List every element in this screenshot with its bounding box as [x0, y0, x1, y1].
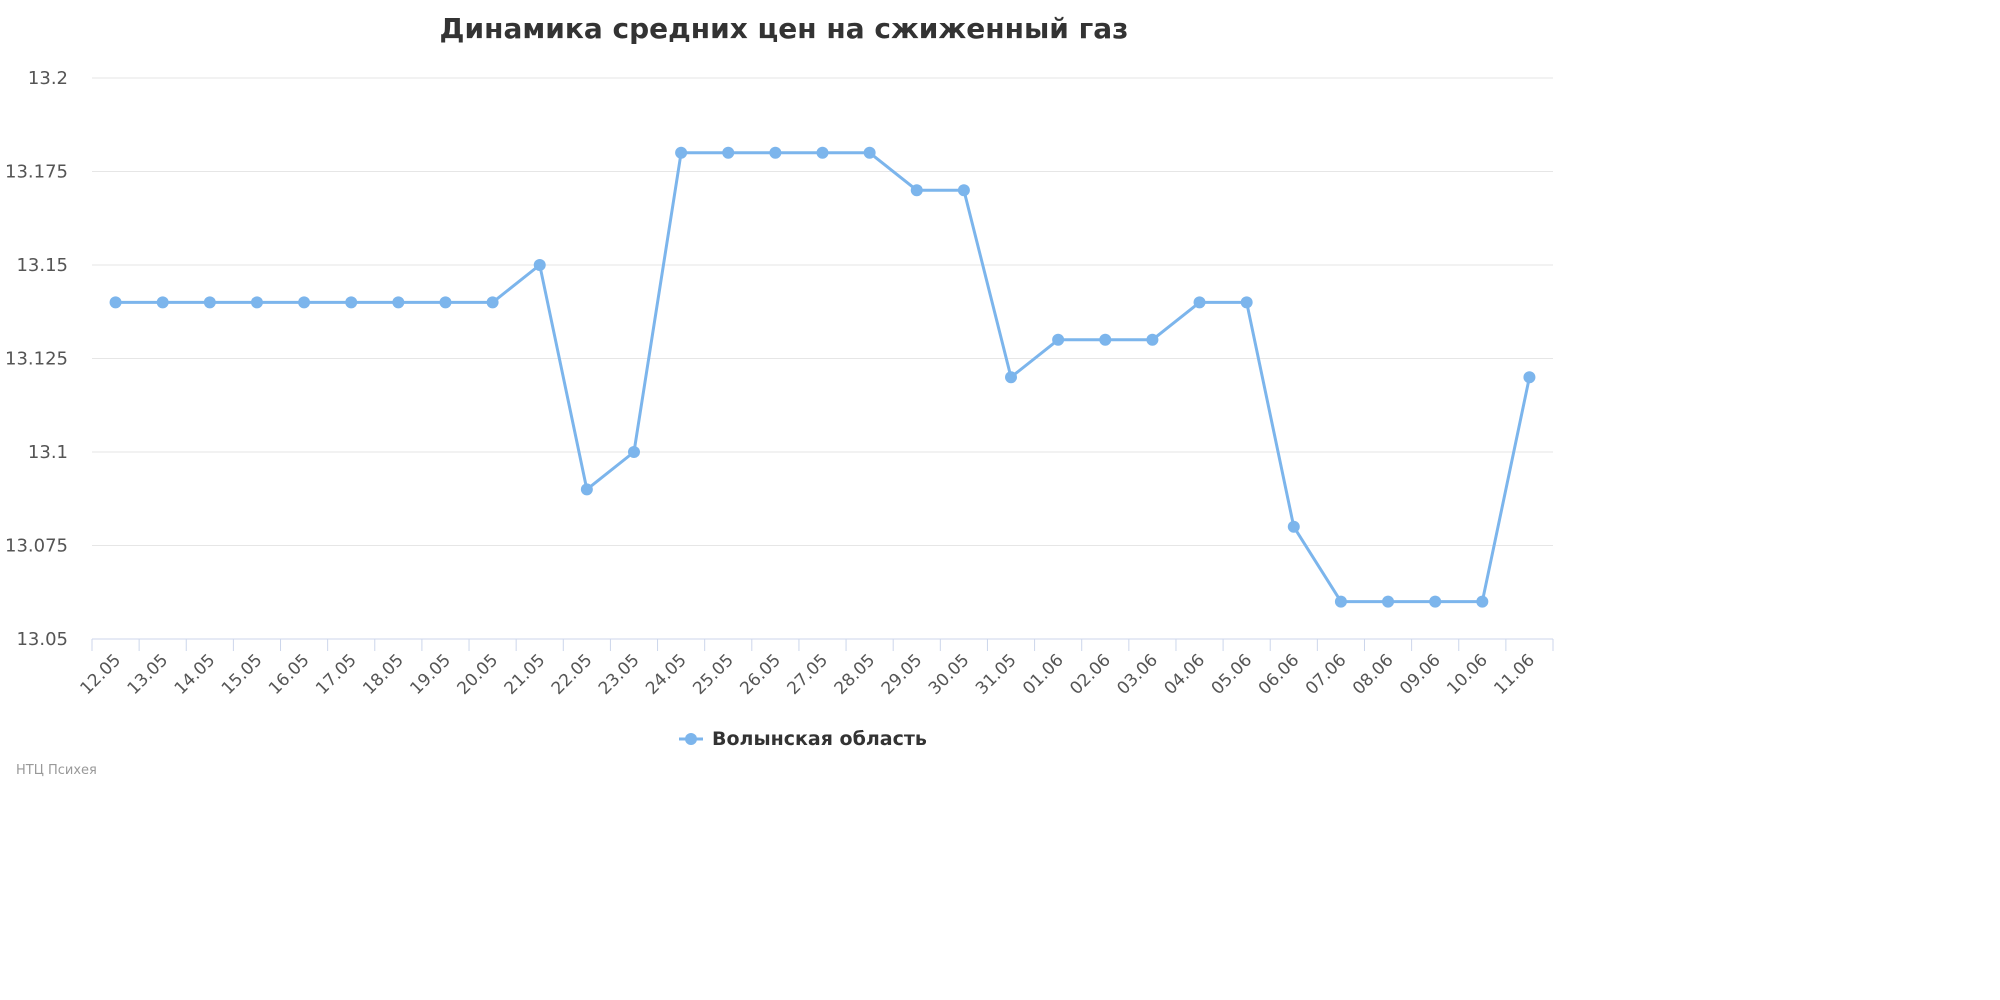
- data-point[interactable]: [769, 146, 782, 159]
- y-gridlines: [92, 77, 1553, 546]
- x-tick-label: 05.06: [1208, 650, 1257, 699]
- x-tick-label: 27.05: [783, 650, 832, 699]
- x-tick-label: 04.06: [1161, 650, 1210, 699]
- data-point[interactable]: [863, 146, 876, 159]
- data-point[interactable]: [439, 296, 452, 309]
- x-tick-label: 22.05: [548, 650, 597, 699]
- series-volyn: [109, 146, 1536, 608]
- y-tick-label: 13.175: [5, 162, 68, 183]
- data-point[interactable]: [250, 296, 263, 309]
- y-tick-label: 13.2: [28, 68, 68, 89]
- x-tick-label: 18.05: [359, 650, 408, 699]
- chart-title: Динамика средних цен на сжиженный газ: [440, 12, 1129, 45]
- data-point[interactable]: [1240, 296, 1253, 309]
- legend-label[interactable]: Волынская область: [712, 728, 927, 750]
- y-axis-ticks: 13.05 13.075 13.1 13.125 13.15 13.175 13.2: [5, 68, 68, 650]
- x-tick-label: 19.05: [406, 650, 455, 699]
- x-tick-label: 12.05: [77, 650, 126, 699]
- x-tick-label: 31.05: [972, 650, 1021, 699]
- data-point[interactable]: [1334, 595, 1347, 608]
- data-point[interactable]: [392, 296, 405, 309]
- data-point[interactable]: [722, 146, 735, 159]
- y-tick-label: 13.1: [28, 442, 68, 463]
- data-point[interactable]: [580, 483, 593, 496]
- x-tick-label: 08.06: [1349, 650, 1398, 699]
- data-point[interactable]: [627, 446, 640, 458]
- x-tick-label: 29.05: [878, 650, 927, 699]
- data-point[interactable]: [1146, 333, 1159, 346]
- x-tick-label: 28.05: [831, 650, 880, 699]
- x-tick-label: 30.05: [925, 650, 974, 699]
- y-tick-label: 13.15: [16, 255, 68, 276]
- credits-text[interactable]: НТЦ Психея: [16, 763, 97, 778]
- x-tick-label: 02.06: [1066, 650, 1115, 699]
- x-tick-label: 10.06: [1443, 650, 1492, 699]
- data-point[interactable]: [298, 296, 311, 309]
- data-point[interactable]: [675, 146, 688, 159]
- x-tick-label: 09.06: [1396, 650, 1445, 699]
- x-tick-label: 15.05: [218, 650, 267, 699]
- x-tick-label: 07.06: [1302, 650, 1351, 699]
- x-tick-label: 25.05: [689, 650, 738, 699]
- data-point[interactable]: [910, 184, 923, 197]
- x-axis: [91, 638, 1554, 651]
- data-point[interactable]: [957, 184, 970, 197]
- data-point[interactable]: [1005, 371, 1018, 384]
- legend[interactable]: Волынская область: [679, 728, 927, 750]
- x-tick-label: 03.06: [1113, 650, 1162, 699]
- data-point[interactable]: [203, 296, 216, 309]
- x-tick-label: 23.05: [595, 650, 644, 699]
- x-tick-label: 21.05: [501, 650, 550, 699]
- x-tick-label: 20.05: [454, 650, 503, 699]
- x-tick-label: 16.05: [265, 650, 314, 699]
- x-tick-label: 06.06: [1255, 650, 1304, 699]
- x-tick-label: 17.05: [312, 650, 361, 699]
- data-point[interactable]: [533, 259, 546, 271]
- data-point[interactable]: [1429, 595, 1442, 608]
- data-point[interactable]: [345, 296, 358, 309]
- series-line: [115, 151, 1531, 604]
- data-point[interactable]: [816, 146, 829, 159]
- x-tick-label: 24.05: [642, 650, 691, 699]
- y-tick-label: 13.125: [5, 349, 68, 370]
- y-tick-label: 13.05: [16, 629, 68, 650]
- data-point[interactable]: [1052, 333, 1065, 346]
- line-chart: Динамика средних цен на сжиженный газ 13…: [5, 12, 1554, 750]
- data-point[interactable]: [1287, 520, 1300, 533]
- legend-marker: [685, 733, 697, 745]
- data-point[interactable]: [1523, 371, 1536, 384]
- x-tick-label: 13.05: [124, 650, 173, 699]
- x-tick-label: 14.05: [171, 650, 220, 699]
- x-tick-label: 11.06: [1490, 650, 1539, 699]
- x-axis-ticks: 12.0513.0514.0515.0516.0517.0518.0519.05…: [77, 650, 1539, 699]
- x-tick-label: 26.05: [736, 650, 785, 699]
- data-point[interactable]: [1193, 296, 1206, 309]
- data-point[interactable]: [109, 296, 122, 309]
- x-tick-label: 01.06: [1019, 650, 1068, 699]
- y-tick-label: 13.075: [5, 536, 68, 557]
- data-point[interactable]: [1382, 595, 1395, 608]
- data-point[interactable]: [1099, 333, 1112, 346]
- data-point[interactable]: [1476, 595, 1489, 608]
- data-point[interactable]: [486, 296, 499, 309]
- data-point[interactable]: [156, 296, 169, 309]
